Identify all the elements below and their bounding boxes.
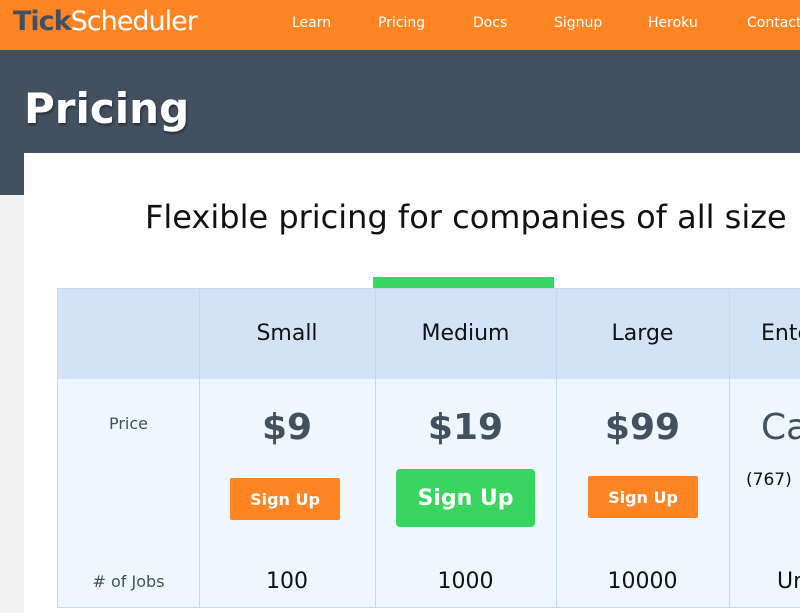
- price-large: $99: [604, 407, 681, 448]
- price-medium: $19: [427, 407, 504, 448]
- logo[interactable]: TickScheduler: [13, 6, 198, 37]
- pricing-heading: Flexible pricing for companies of all si…: [145, 198, 787, 236]
- page-title: Pricing: [24, 84, 190, 133]
- plan-medium: Medium: [421, 321, 510, 346]
- table-header: [58, 289, 800, 379]
- plan-large: Large: [611, 321, 674, 346]
- divider: [199, 289, 200, 607]
- price-enterprise: Ca: [761, 407, 800, 448]
- divider: [729, 289, 730, 607]
- signup-large-button[interactable]: Sign Up: [588, 476, 698, 518]
- price-small: $9: [261, 407, 313, 448]
- pricing-table: Small Medium Large Ente Price # of Jobs …: [57, 288, 800, 608]
- divider: [556, 289, 557, 607]
- jobs-enterprise: Un: [777, 569, 800, 594]
- logo-scheduler: Scheduler: [70, 6, 198, 37]
- nav-signup[interactable]: Signup: [554, 15, 603, 31]
- signup-small-button[interactable]: Sign Up: [230, 478, 340, 520]
- plan-small: Small: [256, 321, 318, 346]
- nav-heroku[interactable]: Heroku: [648, 15, 698, 31]
- logo-tick: Tick: [13, 6, 72, 37]
- plan-enterprise: Ente: [761, 321, 800, 346]
- row-label-jobs: # of Jobs: [92, 572, 165, 591]
- divider: [375, 289, 376, 607]
- signup-medium-button[interactable]: Sign Up: [396, 469, 535, 527]
- top-nav: TickScheduler Learn Pricing Docs Signup …: [0, 0, 800, 50]
- nav-learn[interactable]: Learn: [292, 15, 332, 31]
- jobs-medium: 1000: [437, 569, 494, 594]
- jobs-small: 100: [266, 569, 308, 594]
- nav-pricing[interactable]: Pricing: [378, 15, 426, 31]
- row-label-price: Price: [108, 414, 149, 433]
- enterprise-phone: (767): [746, 470, 792, 490]
- highlight-bar: [373, 277, 554, 288]
- nav-docs[interactable]: Docs: [473, 15, 508, 31]
- jobs-large: 10000: [607, 569, 678, 594]
- nav-contact[interactable]: Contact: [747, 15, 800, 31]
